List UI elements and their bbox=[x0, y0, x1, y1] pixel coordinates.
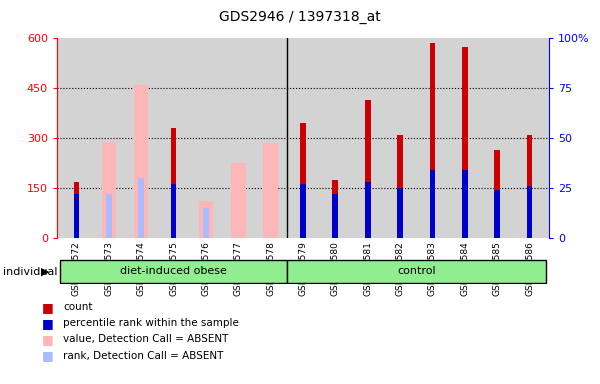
Bar bbox=[170, 128, 176, 238]
Bar bbox=[74, 182, 79, 194]
Text: individual: individual bbox=[3, 266, 58, 277]
Text: diet-induced obese: diet-induced obese bbox=[120, 266, 227, 276]
Bar bbox=[203, 208, 209, 238]
Bar bbox=[300, 123, 306, 184]
FancyBboxPatch shape bbox=[287, 260, 546, 283]
Bar bbox=[134, 85, 148, 238]
Bar bbox=[462, 47, 468, 170]
Bar bbox=[138, 178, 144, 238]
FancyBboxPatch shape bbox=[60, 260, 287, 283]
Bar bbox=[332, 180, 338, 238]
Bar bbox=[365, 100, 371, 182]
Bar bbox=[430, 43, 436, 238]
Bar bbox=[494, 150, 500, 190]
Bar bbox=[527, 135, 532, 238]
Bar bbox=[430, 43, 436, 170]
Bar bbox=[527, 186, 532, 238]
Text: percentile rank within the sample: percentile rank within the sample bbox=[63, 318, 239, 328]
Bar bbox=[231, 163, 245, 238]
Bar bbox=[462, 47, 468, 238]
Bar bbox=[397, 188, 403, 238]
Bar bbox=[74, 182, 79, 238]
Bar bbox=[365, 182, 371, 238]
Text: rank, Detection Call = ABSENT: rank, Detection Call = ABSENT bbox=[63, 351, 223, 361]
Text: ■: ■ bbox=[42, 333, 54, 346]
Bar bbox=[430, 170, 436, 238]
Text: ▶: ▶ bbox=[41, 266, 49, 277]
Bar bbox=[170, 184, 176, 238]
Bar bbox=[300, 123, 306, 238]
Bar bbox=[332, 180, 338, 194]
Bar bbox=[101, 142, 116, 238]
Bar bbox=[106, 194, 112, 238]
Text: GDS2946 / 1397318_at: GDS2946 / 1397318_at bbox=[219, 10, 381, 23]
Bar bbox=[365, 100, 371, 238]
Text: count: count bbox=[63, 302, 92, 312]
Bar bbox=[397, 135, 403, 188]
Text: ■: ■ bbox=[42, 301, 54, 314]
Bar bbox=[494, 190, 500, 238]
Bar bbox=[462, 170, 468, 238]
Bar bbox=[527, 135, 532, 186]
Bar bbox=[74, 194, 79, 238]
Bar bbox=[300, 184, 306, 238]
Bar bbox=[332, 194, 338, 238]
Bar bbox=[263, 143, 278, 238]
Text: control: control bbox=[397, 266, 436, 276]
Text: value, Detection Call = ABSENT: value, Detection Call = ABSENT bbox=[63, 334, 229, 344]
Bar bbox=[397, 135, 403, 238]
Bar bbox=[170, 128, 176, 184]
Bar bbox=[199, 202, 213, 238]
Bar bbox=[494, 150, 500, 238]
Text: ■: ■ bbox=[42, 349, 54, 362]
Text: ■: ■ bbox=[42, 317, 54, 330]
